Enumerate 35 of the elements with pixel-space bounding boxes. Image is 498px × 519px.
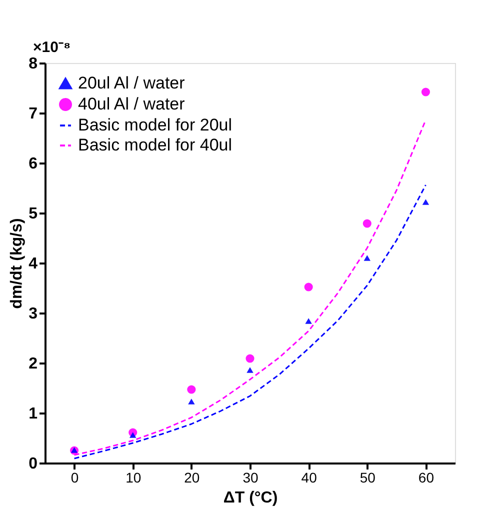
y-tick-label: 3: [28, 306, 38, 322]
x-tick-label: 40: [301, 470, 318, 486]
x-tick-label: 20: [184, 470, 200, 486]
point: [362, 219, 372, 228]
point: [130, 432, 136, 438]
text: ×10⁻⁸: [33, 39, 71, 56]
x-tick-label: 60: [418, 470, 434, 486]
y-tick-label: 8: [28, 56, 38, 72]
point: [304, 282, 313, 292]
point: [364, 255, 370, 261]
y-tick-label: 4: [28, 256, 38, 272]
legend-label: Basic model for 20ul: [78, 116, 232, 134]
y-tick-label: 2: [28, 356, 38, 372]
y-tick-label: 0: [28, 456, 38, 472]
y-axis-title: dm/dt (kg/s): [8, 218, 26, 309]
y-tick-label: 1: [28, 406, 38, 422]
point: [305, 318, 312, 324]
x-tick-label: 10: [126, 470, 142, 486]
x-axis-title: ΔT (°C): [223, 490, 278, 506]
line-series: [74, 184, 426, 460]
point: [246, 367, 254, 373]
point: [422, 199, 430, 205]
y-tick-label: 7: [28, 106, 38, 122]
point: [246, 354, 254, 363]
legend-label: 20ul Al / water: [78, 74, 186, 92]
y-tick-label: 5: [28, 206, 38, 222]
x-tick-label: 30: [242, 470, 258, 486]
legend-label: Basic model for 40ul: [78, 136, 232, 154]
x-tick-label: 0: [70, 470, 79, 486]
legend-label: 40ul Al / water: [78, 94, 186, 114]
point: [188, 398, 195, 404]
x-tick-label: 50: [360, 470, 376, 486]
point: [421, 88, 430, 96]
y-tick-label: 6: [28, 156, 38, 172]
point: [187, 385, 196, 394]
